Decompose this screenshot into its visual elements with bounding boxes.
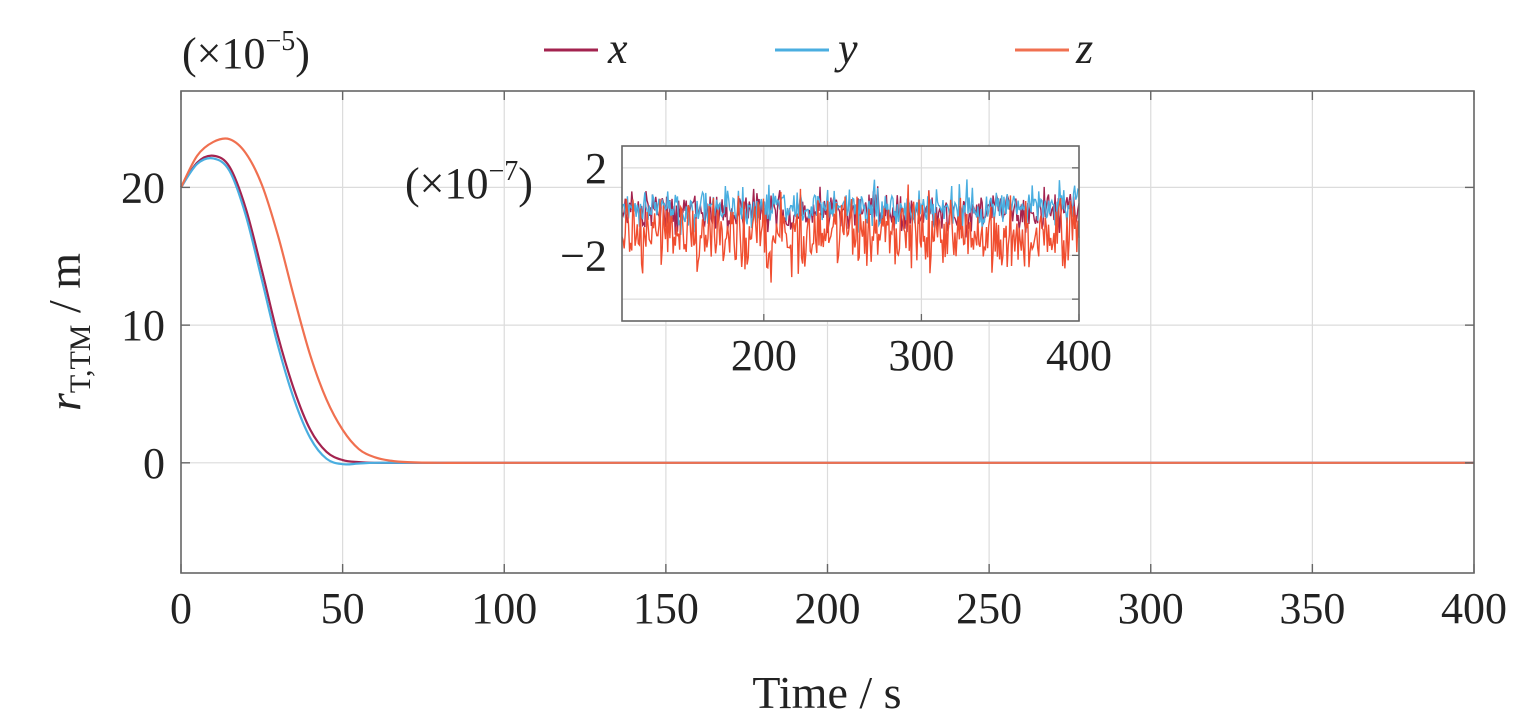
inset-plot-frame [621, 145, 1080, 322]
inset-series-group [621, 179, 1080, 283]
main-x-tick-labels: 0 50 100 150 200 250 300 350 400 [170, 584, 1507, 633]
main-scale-suffix: ) [295, 29, 310, 78]
main-x-tick-label: 0 [170, 584, 192, 633]
y-axis-label-sub: T,TM [64, 325, 97, 394]
legend-y-label: y [834, 24, 858, 73]
legend-x-label: x [607, 24, 628, 73]
x-axis-label: Time / s [752, 667, 901, 718]
y-axis-label: rT,TM / m [39, 253, 97, 411]
inset-x-tick-label: 300 [888, 331, 954, 380]
main-x-tick-label: 150 [633, 584, 699, 633]
main-scale-exp: −5 [265, 26, 295, 57]
inset-y-tick-label: 2 [585, 144, 607, 193]
main-x-tick-label: 250 [956, 584, 1022, 633]
main-y-tick-labels: 0 10 20 [121, 163, 165, 487]
main-series-group [180, 137, 1474, 466]
inset-scale-exp: −7 [488, 156, 518, 187]
inset-scale-suffix: ) [518, 159, 533, 208]
legend-z-label: z [1075, 24, 1093, 73]
inset-x-tick-label: 200 [731, 331, 797, 380]
inset-y-tick-label: −2 [560, 231, 607, 280]
main-y-tick-label: 0 [143, 439, 165, 488]
main-scale-label: (×10−5) [182, 26, 310, 78]
main-scale-prefix: (×10 [182, 29, 265, 78]
series-z-line [180, 137, 1474, 464]
y-axis-label-var: r [39, 392, 90, 411]
y-axis-label-unit: / m [39, 253, 90, 325]
inset-scale-label: (×10−7) [405, 156, 533, 208]
inset-ticks [763, 167, 1080, 321]
main-x-tick-label: 400 [1441, 584, 1507, 633]
inset-x-tick-label: 400 [1046, 331, 1112, 380]
main-x-tick-label: 350 [1279, 584, 1345, 633]
inset-scale-prefix: (×10 [405, 159, 488, 208]
main-x-tick-label: 100 [471, 584, 537, 633]
main-y-tick-label: 10 [121, 301, 165, 350]
main-x-tick-label: 300 [1118, 584, 1184, 633]
main-x-tick-label: 50 [321, 584, 365, 633]
legend: x y z [544, 24, 1093, 73]
inset-background [622, 146, 1079, 321]
inset-x-tick-labels: 200 300 400 [731, 331, 1112, 380]
inset-series-z-line [621, 184, 1080, 283]
inset-y-tick-labels: 2 −2 [560, 144, 607, 281]
main-ticks [180, 91, 1475, 573]
main-y-tick-label: 20 [121, 163, 165, 212]
main-x-tick-label: 200 [795, 584, 861, 633]
